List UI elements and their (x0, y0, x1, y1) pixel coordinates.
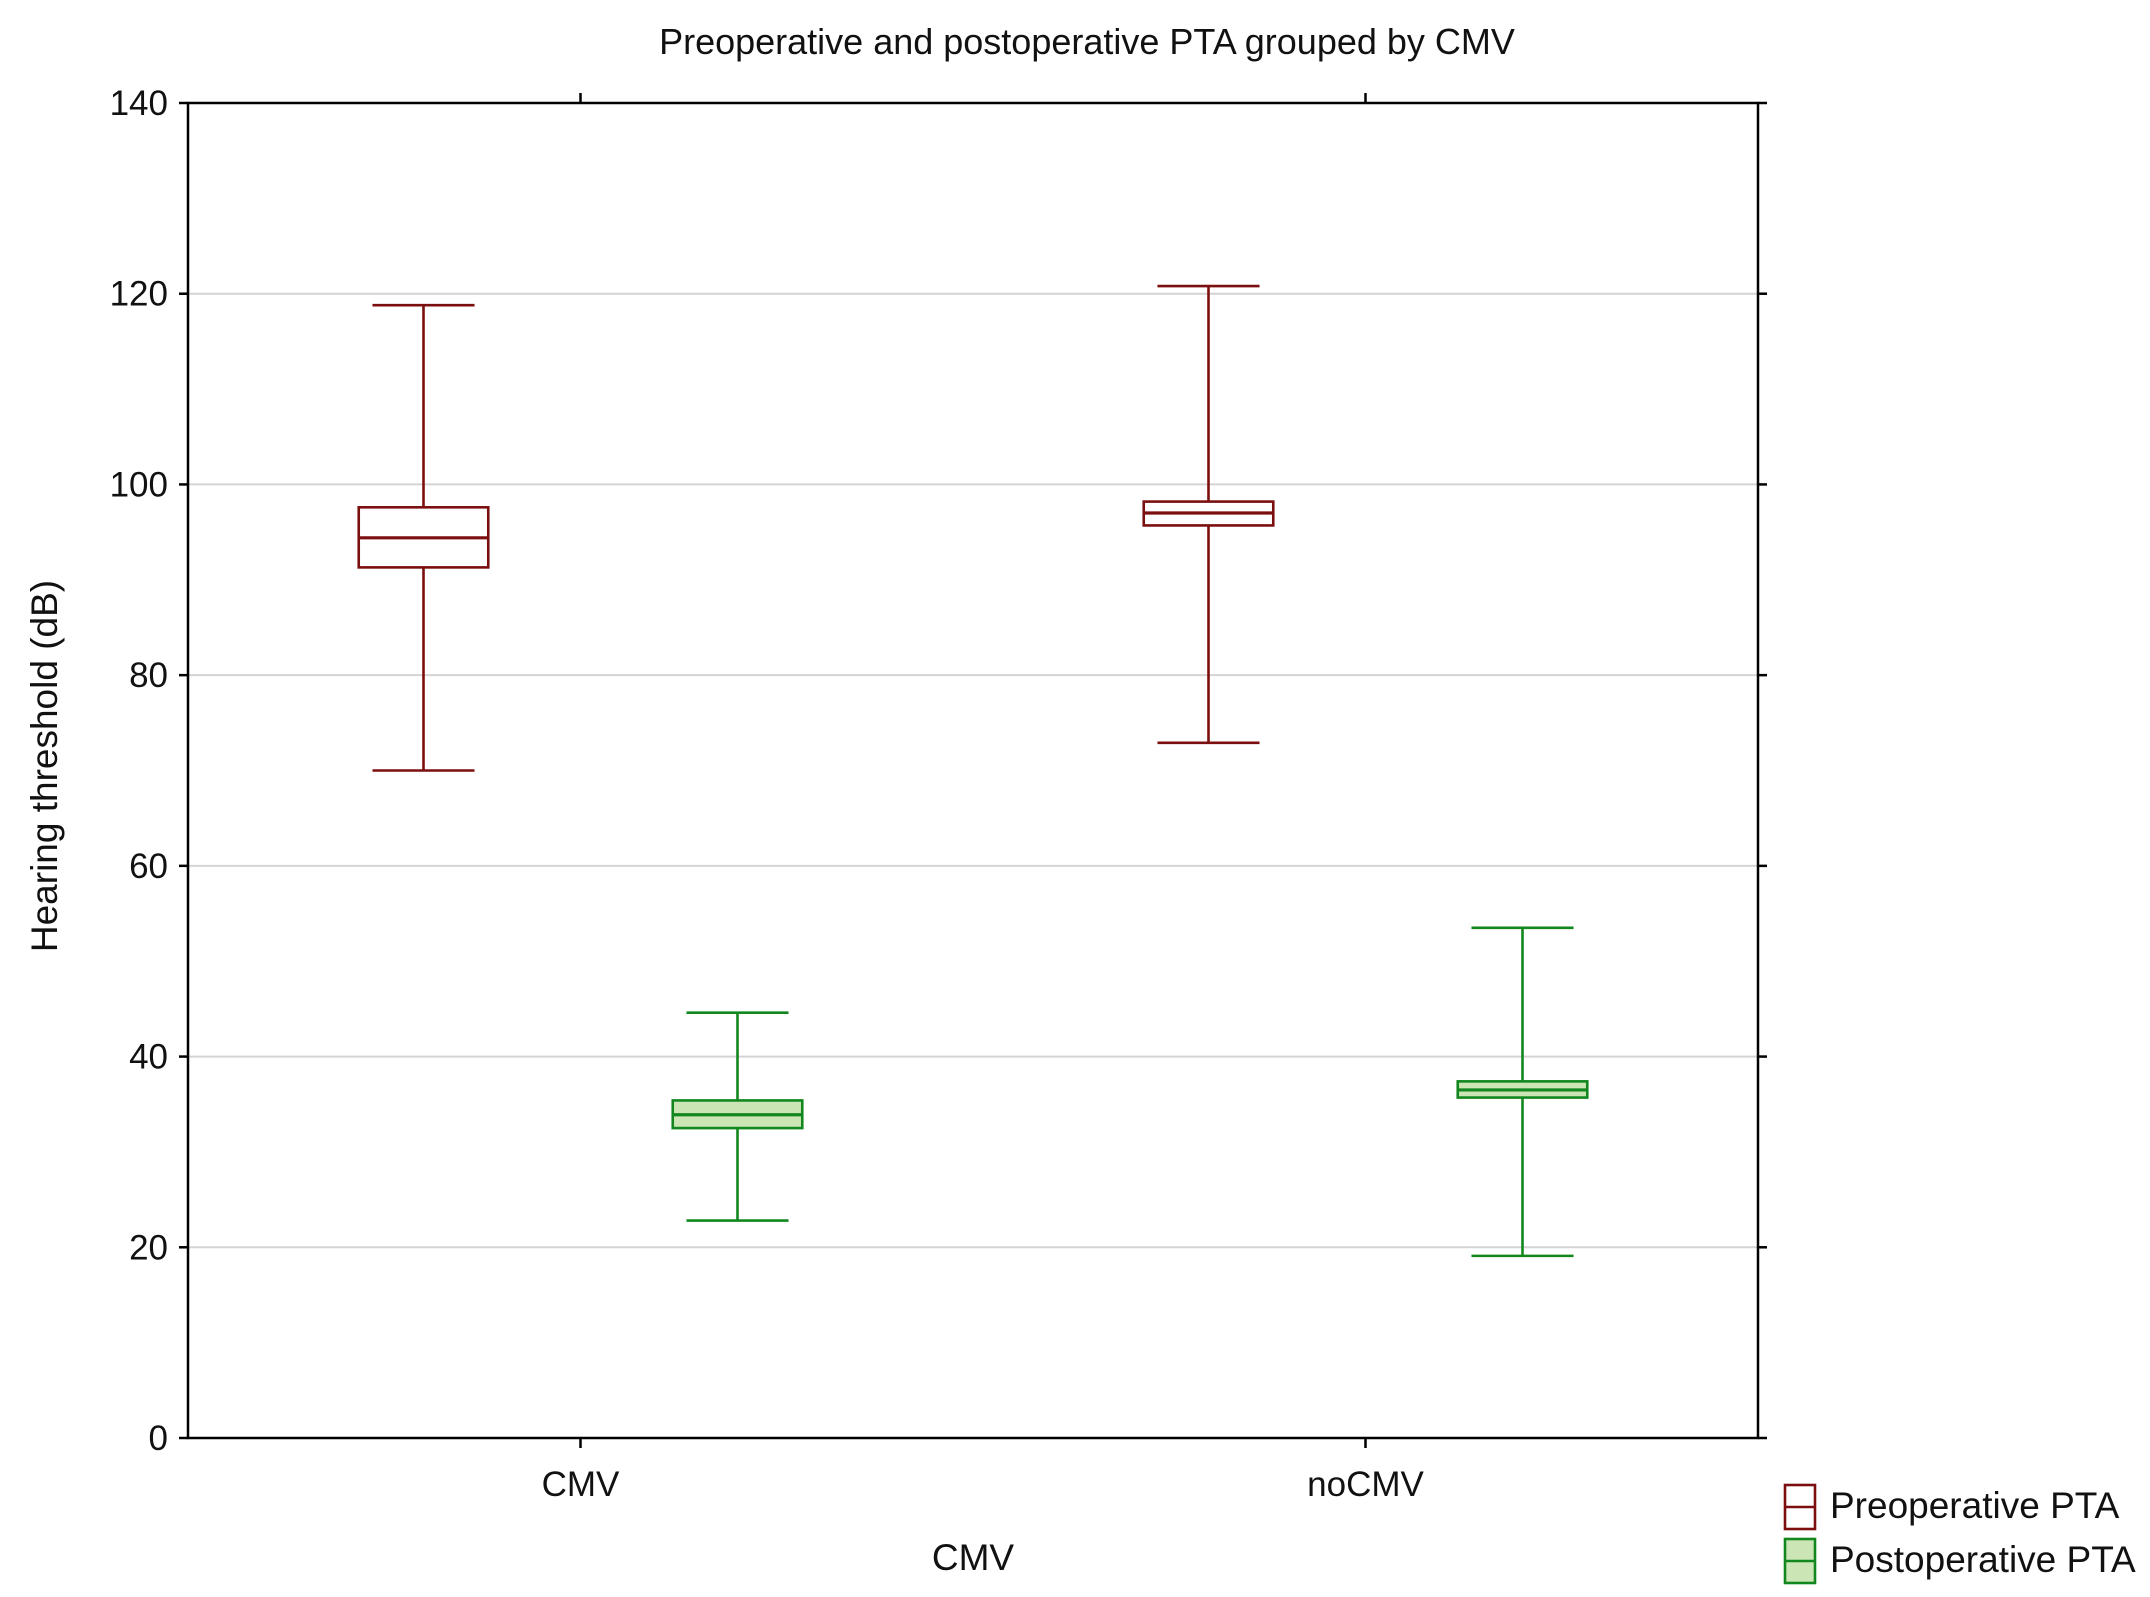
plot-frame (186, 101, 1760, 1440)
legend-label: Preoperative PTA (1830, 1485, 2120, 1526)
y-tick-label: 60 (129, 847, 168, 886)
y-tick-label: 20 (129, 1228, 168, 1267)
box-preoperative-pta-cmv (357, 303, 490, 772)
y-tick-label: 0 (149, 1419, 168, 1458)
y-tick-label: 140 (110, 84, 168, 123)
legend-label: Postoperative PTA (1830, 1539, 2136, 1580)
x-axis-label: CMV (932, 1537, 1015, 1578)
box-postoperative-pta-nocmv (1456, 926, 1589, 1258)
axis-ticks: 0 20 40 60 80 100 120 140 CMV noCMV (110, 84, 1767, 1504)
y-tick-label: 40 (129, 1038, 168, 1077)
box-postoperative-pta-cmv (671, 1011, 804, 1222)
box-preoperative-pta-nocmv (1142, 284, 1275, 745)
gridlines (188, 292, 1758, 1249)
y-tick-label: 80 (129, 656, 168, 695)
x-tick-label: noCMV (1307, 1465, 1424, 1504)
legend-item-preoperative-pta: Preoperative PTA (1783, 1483, 2120, 1531)
legend-item-postoperative-pta: Postoperative PTA (1783, 1537, 2136, 1585)
legend: Preoperative PTA Postoperative PTA (1783, 1483, 2136, 1585)
y-tick-label: 100 (110, 465, 168, 504)
x-tick-label: CMV (542, 1465, 620, 1504)
chart-title: Preoperative and postoperative PTA group… (659, 21, 1515, 62)
y-axis-label: Hearing threshold (dB) (24, 580, 65, 952)
boxes (357, 284, 1589, 1258)
y-tick-label: 120 (110, 275, 168, 314)
